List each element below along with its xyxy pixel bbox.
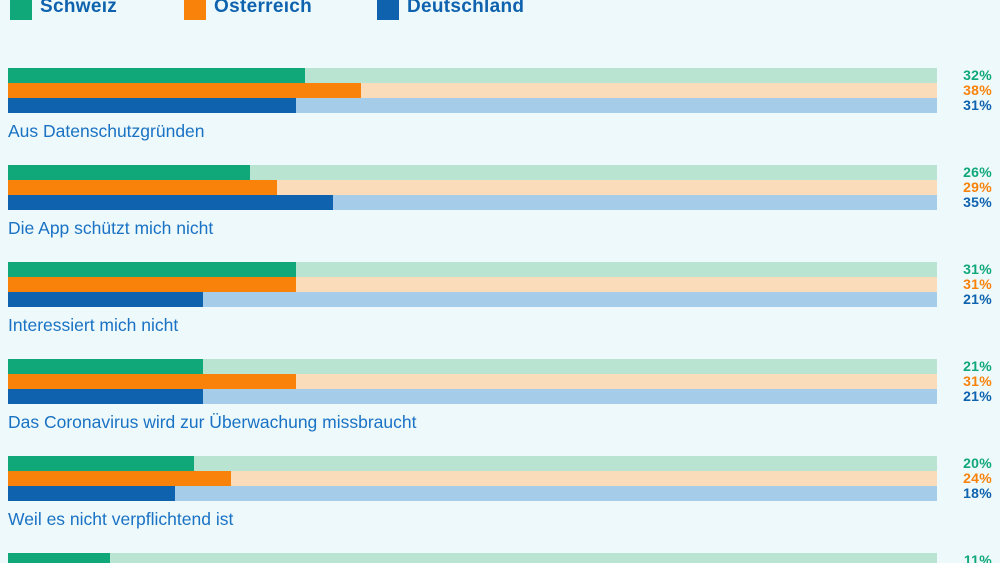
bar-group-schuetzt-nicht: 26% 29% 35% Die App schützt mich nicht (0, 165, 1000, 262)
bar-rows (8, 262, 937, 307)
value-labels: 21% 31% 21% (942, 359, 992, 404)
value-label-schweiz: 11% (963, 552, 992, 563)
value-label-schweiz: 21% (963, 358, 992, 374)
bar-track-deutschland (8, 389, 937, 404)
bar-rows (8, 553, 937, 563)
value-label-oesterreich: 31% (963, 373, 992, 389)
bar-track-schweiz (8, 359, 937, 374)
value-labels: 32% 38% 31% (942, 68, 992, 113)
bar-fill-schweiz (8, 262, 296, 277)
bar-group-ueberwachung: 21% 31% 21% Das Coronavirus wird zur Übe… (0, 359, 1000, 456)
value-labels: 31% 31% 21% (942, 262, 992, 307)
value-label-deutschland: 21% (963, 388, 992, 404)
bar-track-schweiz (8, 553, 937, 563)
category-label: Interessiert mich nicht (8, 315, 179, 335)
bar-group-interessiert-nicht: 31% 31% 21% Interessiert mich nicht (0, 262, 1000, 359)
bar-group-datenschutz: 32% 38% 31% Aus Datenschutzgründen (0, 68, 1000, 165)
value-label-deutschland: 35% (963, 194, 992, 210)
bar-fill-oesterreich (8, 83, 362, 98)
bar-track-schweiz (8, 456, 937, 471)
bar-fill-oesterreich (8, 471, 231, 486)
value-label-schweiz: 31% (963, 261, 992, 277)
bar-fill-oesterreich (8, 374, 296, 389)
legend-label-deutschland: Deutschland (407, 0, 525, 17)
category-label: Weil es nicht verpflichtend ist (8, 509, 234, 529)
bar-fill-oesterreich (8, 180, 278, 195)
bar-rows (8, 359, 937, 404)
bar-group-nicht-verpflichtend: 20% 24% 18% Weil es nicht verpflichtend … (0, 456, 1000, 553)
bar-group-partial: 11% (0, 553, 1000, 563)
bar-fill-oesterreich (8, 277, 296, 292)
bar-track-schweiz (8, 165, 937, 180)
value-label-oesterreich: 38% (963, 82, 992, 98)
value-labels: 20% 24% 18% (942, 456, 992, 501)
bar-rows (8, 165, 937, 210)
bar-chart: 32% 38% 31% Aus Datenschutzgründen 26% 2… (0, 68, 1000, 563)
bar-track-schweiz (8, 262, 937, 277)
legend-swatch-schweiz (10, 0, 32, 20)
bar-track-oesterreich (8, 83, 937, 98)
value-label-oesterreich: 31% (963, 276, 992, 292)
category-label: Aus Datenschutzgründen (8, 121, 205, 141)
bar-fill-schweiz (8, 68, 306, 83)
value-label-schweiz: 32% (963, 67, 992, 83)
legend-label-schweiz: Schweiz (40, 0, 118, 17)
value-label-deutschland: 18% (963, 485, 992, 501)
legend-item-oesterreich: Österreich (184, 0, 312, 20)
value-labels: 26% 29% 35% (942, 165, 992, 210)
bar-track-oesterreich (8, 374, 937, 389)
bar-fill-deutschland (8, 195, 334, 210)
legend-item-deutschland: Deutschland (377, 0, 524, 20)
legend-label-oesterreich: Österreich (214, 0, 313, 17)
value-label-schweiz: 20% (963, 455, 992, 471)
bar-fill-schweiz (8, 456, 194, 471)
legend-swatch-deutschland (377, 0, 399, 20)
bar-track-oesterreich (8, 180, 937, 195)
bar-fill-deutschland (8, 389, 204, 404)
bar-track-deutschland (8, 486, 937, 501)
value-label-deutschland: 21% (963, 291, 992, 307)
bar-track-deutschland (8, 195, 937, 210)
bar-rows (8, 68, 937, 113)
bar-fill-schweiz (8, 165, 250, 180)
bar-track-deutschland (8, 292, 937, 307)
bar-track-oesterreich (8, 277, 937, 292)
bar-fill-deutschland (8, 486, 176, 501)
bar-fill-schweiz (8, 553, 111, 563)
bar-fill-schweiz (8, 359, 204, 374)
bar-track-deutschland (8, 98, 937, 113)
bar-fill-deutschland (8, 292, 204, 307)
value-label-oesterreich: 29% (963, 179, 992, 195)
category-label: Das Coronavirus wird zur Überwachung mis… (8, 412, 417, 432)
legend-item-schweiz: Schweiz (10, 0, 117, 20)
bar-rows (8, 456, 937, 501)
value-label-schweiz: 26% (963, 164, 992, 180)
legend-swatch-oesterreich (184, 0, 206, 20)
category-label: Die App schützt mich nicht (8, 218, 214, 238)
value-labels: 11% (942, 553, 992, 563)
bar-track-oesterreich (8, 471, 937, 486)
value-label-oesterreich: 24% (963, 470, 992, 486)
value-label-deutschland: 31% (963, 97, 992, 113)
bar-fill-deutschland (8, 98, 296, 113)
bar-track-schweiz (8, 68, 937, 83)
